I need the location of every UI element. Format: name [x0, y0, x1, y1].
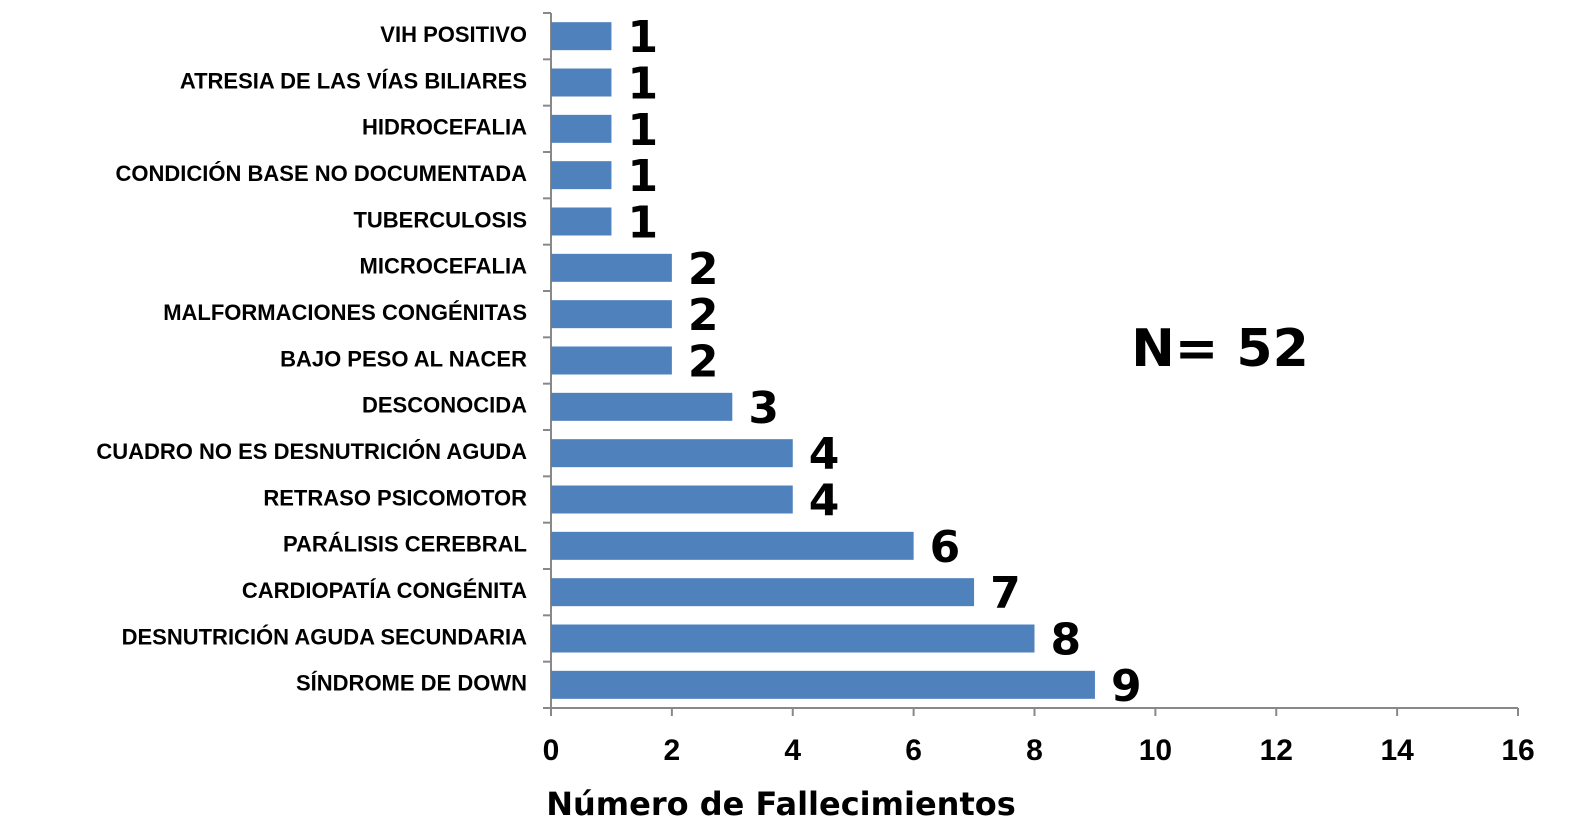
category-label: MALFORMACIONES CONGÉNITAS — [163, 300, 527, 325]
value-label: 9 — [1111, 661, 1142, 712]
bar — [551, 346, 672, 375]
category-label: VIH POSITIVO — [380, 22, 527, 47]
bar — [551, 485, 793, 514]
x-tick-label: 8 — [1026, 734, 1043, 767]
value-label: 3 — [748, 383, 779, 434]
x-tick-label: 16 — [1501, 734, 1534, 767]
value-label: 2 — [688, 337, 719, 388]
x-tick-label: 6 — [905, 734, 922, 767]
x-tick-label: 10 — [1139, 734, 1172, 767]
bar — [551, 392, 733, 421]
value-label: 2 — [688, 290, 719, 341]
value-label: 1 — [627, 198, 658, 249]
category-label: SÍNDROME DE DOWN — [296, 671, 527, 696]
value-label: 1 — [627, 12, 658, 63]
value-label: 2 — [688, 244, 719, 295]
x-tick-label: 14 — [1380, 734, 1414, 767]
bar — [551, 439, 793, 468]
category-label: DESNUTRICIÓN AGUDA SECUNDARIA — [122, 624, 527, 649]
value-label: 8 — [1051, 615, 1082, 666]
category-label: TUBERCULOSIS — [353, 207, 527, 232]
value-label: 1 — [627, 105, 658, 156]
value-label: 4 — [809, 429, 840, 480]
bar — [551, 114, 612, 143]
bar — [551, 68, 612, 97]
value-label: 1 — [627, 59, 658, 110]
category-label: RETRASO PSICOMOTOR — [263, 485, 527, 510]
x-axis-label: Número de Fallecimientos — [546, 785, 1016, 823]
annotation: N= 52 — [1131, 319, 1309, 379]
category-label: CONDICIÓN BASE NO DOCUMENTADA — [116, 161, 528, 186]
bar — [551, 253, 672, 282]
x-tick-label: 0 — [543, 734, 560, 767]
x-tick-label: 4 — [784, 734, 801, 767]
bar — [551, 161, 612, 190]
value-label: 7 — [990, 568, 1021, 619]
category-label: CUADRO NO ES DESNUTRICIÓN AGUDA — [96, 439, 527, 464]
category-label: CARDIOPATÍA CONGÉNITA — [242, 578, 527, 603]
category-label: HIDROCEFALIA — [362, 115, 527, 140]
x-tick-label: 12 — [1260, 734, 1293, 767]
category-label: ATRESIA DE LAS VÍAS BILIARES — [180, 68, 527, 93]
category-label: DESCONOCIDA — [362, 393, 527, 418]
bar — [551, 531, 914, 560]
bar — [551, 624, 1035, 653]
category-label: PARÁLISIS CEREBRAL — [283, 532, 527, 557]
value-label: 1 — [627, 151, 658, 202]
value-label: 6 — [930, 522, 961, 573]
bar — [551, 300, 672, 329]
category-label: MICROCEFALIA — [360, 254, 528, 279]
category-label: BAJO PESO AL NACER — [280, 346, 527, 371]
bar — [551, 22, 612, 51]
value-label: 4 — [809, 476, 840, 527]
bar — [551, 207, 612, 236]
bar — [551, 670, 1095, 699]
x-tick-label: 2 — [664, 734, 681, 767]
bar — [551, 578, 975, 607]
